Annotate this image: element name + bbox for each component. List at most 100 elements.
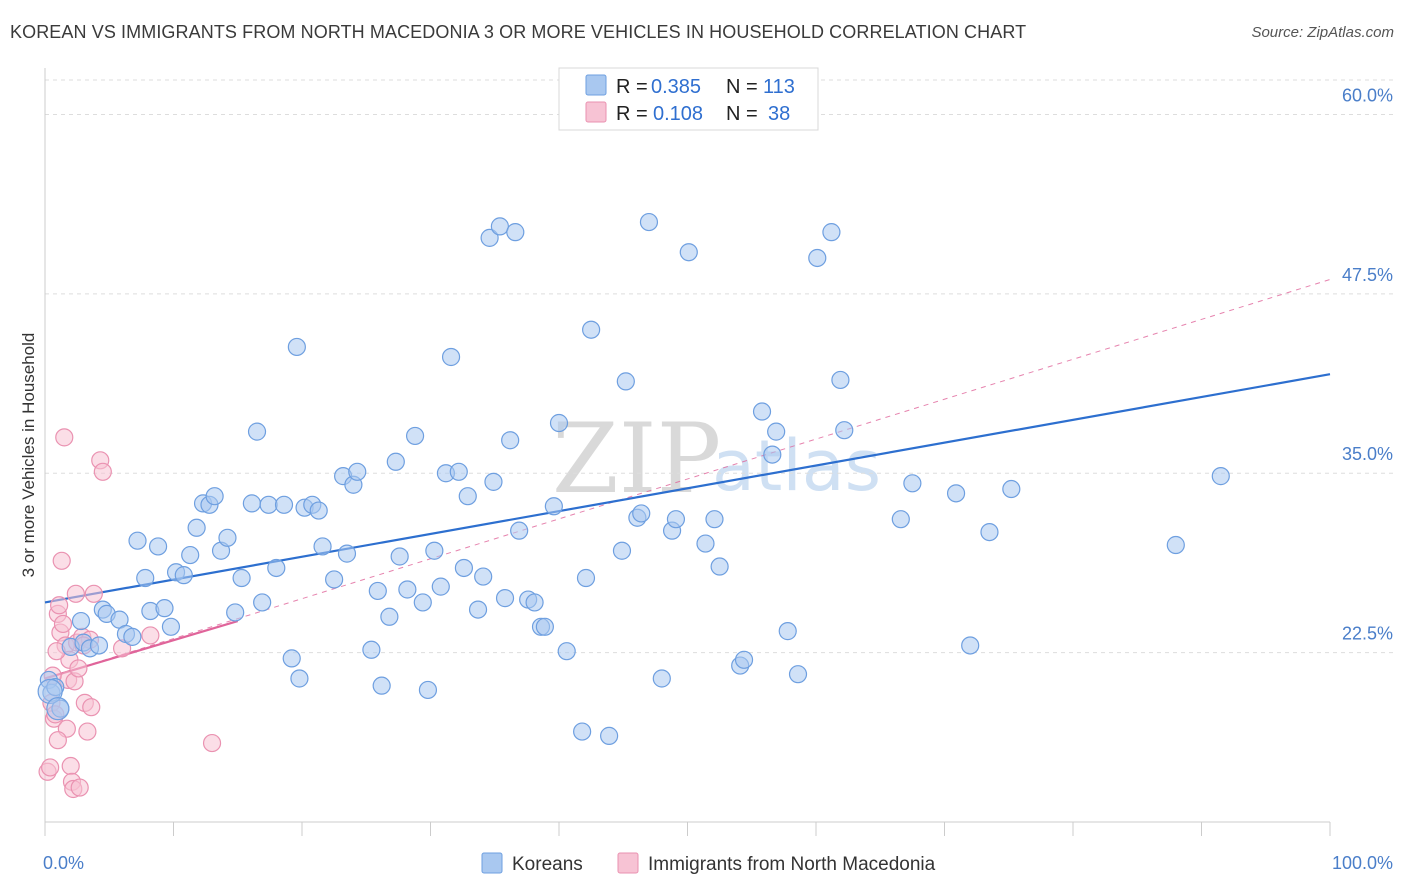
data-point-koreans bbox=[484, 472, 503, 491]
legend-r-value-north-macedonia: 0.108 bbox=[653, 103, 703, 125]
data-point-north-macedonia bbox=[82, 698, 101, 717]
data-point-koreans bbox=[309, 501, 328, 520]
data-point-koreans bbox=[187, 518, 206, 537]
data-point-koreans bbox=[788, 665, 808, 684]
data-point-koreans bbox=[274, 495, 294, 514]
data-point-koreans bbox=[767, 422, 786, 441]
watermark: ZIP atlas bbox=[552, 403, 881, 515]
data-point-koreans bbox=[232, 568, 251, 588]
legend-n-value-north-macedonia: 38 bbox=[768, 103, 790, 125]
data-point-koreans bbox=[287, 337, 306, 357]
stats-legend: R = 0.385 N = 113 R = 0.108 N = 38 bbox=[558, 67, 819, 131]
data-point-koreans bbox=[666, 510, 686, 529]
bottom-legend-label-north-macedonia: Immigrants from North Macedonia bbox=[648, 854, 936, 875]
data-point-koreans bbox=[752, 402, 772, 421]
data-point-koreans-cluster bbox=[46, 697, 70, 721]
data-point-koreans bbox=[253, 593, 272, 612]
data-point-koreans bbox=[290, 669, 309, 688]
data-point-koreans bbox=[259, 495, 278, 514]
data-point-koreans bbox=[348, 462, 367, 481]
data-point-koreans bbox=[576, 568, 596, 588]
legend-swatch-koreans bbox=[585, 74, 607, 96]
data-point-north-macedonia bbox=[93, 462, 112, 481]
data-point-koreans bbox=[831, 370, 850, 390]
data-point-koreans bbox=[778, 622, 797, 641]
data-point-north-macedonia bbox=[55, 428, 74, 447]
data-point-koreans bbox=[1211, 467, 1230, 486]
y-tick-labels: 22.5% 35.0% 47.5% 60.0% bbox=[1342, 85, 1393, 643]
data-point-koreans bbox=[510, 521, 529, 540]
data-point-koreans bbox=[418, 680, 438, 700]
y-tick-label: 22.5% bbox=[1342, 624, 1393, 644]
data-point-north-macedonia bbox=[52, 551, 71, 570]
data-point-koreans bbox=[89, 636, 109, 655]
watermark-atlas: atlas bbox=[712, 425, 881, 507]
data-point-koreans bbox=[155, 599, 174, 618]
data-point-koreans bbox=[946, 484, 966, 503]
data-point-koreans bbox=[458, 487, 477, 506]
data-point-koreans bbox=[573, 722, 592, 741]
data-point-koreans bbox=[242, 494, 261, 513]
data-point-koreans bbox=[1166, 535, 1185, 555]
data-point-north-macedonia bbox=[84, 584, 103, 603]
data-point-koreans bbox=[380, 607, 399, 626]
data-point-koreans bbox=[544, 497, 563, 516]
data-point-koreans bbox=[431, 577, 450, 596]
series-legend: Koreans Immigrants from North Macedonia bbox=[481, 852, 936, 875]
data-point-koreans bbox=[639, 212, 659, 232]
data-point-koreans bbox=[480, 228, 499, 247]
data-point-koreans bbox=[390, 547, 409, 566]
data-point-koreans bbox=[506, 223, 525, 242]
data-point-koreans bbox=[980, 522, 999, 542]
data-point-koreans bbox=[490, 217, 509, 236]
series-north-macedonia-points bbox=[38, 428, 222, 799]
y-axis-label: 3 or more Vehicles in Household bbox=[19, 333, 38, 578]
series-koreans-points bbox=[37, 212, 1230, 745]
data-point-koreans bbox=[148, 537, 168, 556]
y-tick-label: 47.5% bbox=[1342, 265, 1393, 285]
data-point-koreans bbox=[600, 726, 619, 745]
data-point-north-macedonia bbox=[53, 614, 73, 634]
legend-swatch-north-macedonia bbox=[585, 101, 607, 123]
data-point-koreans bbox=[891, 510, 910, 529]
data-point-koreans bbox=[454, 558, 474, 578]
legend-r-value-koreans: 0.385 bbox=[651, 76, 701, 98]
data-point-north-macedonia bbox=[78, 722, 97, 741]
data-point-koreans bbox=[71, 611, 91, 631]
data-point-koreans bbox=[386, 452, 405, 471]
data-point-koreans bbox=[128, 531, 147, 550]
data-point-koreans bbox=[501, 431, 520, 450]
data-point-north-macedonia bbox=[202, 733, 222, 753]
legend-n-label-koreans: N = bbox=[726, 76, 758, 98]
data-point-koreans bbox=[425, 541, 444, 560]
data-point-koreans bbox=[705, 510, 724, 529]
data-point-koreans bbox=[632, 504, 651, 523]
data-point-north-macedonia bbox=[41, 758, 60, 777]
x-tick-labels: 0.0% 100.0% bbox=[43, 853, 1393, 873]
data-point-north-macedonia bbox=[69, 659, 88, 678]
data-point-koreans bbox=[174, 566, 193, 585]
data-point-koreans bbox=[474, 567, 493, 586]
data-point-koreans bbox=[1002, 479, 1021, 499]
bottom-legend-swatch-north-macedonia bbox=[617, 852, 639, 874]
data-point-koreans bbox=[282, 649, 301, 668]
chart-title: KOREAN VS IMMIGRANTS FROM NORTH MACEDONI… bbox=[10, 22, 1027, 42]
data-point-koreans bbox=[337, 544, 357, 563]
data-point-koreans bbox=[808, 248, 827, 268]
data-point-koreans bbox=[161, 617, 181, 636]
data-point-koreans bbox=[903, 474, 922, 493]
data-point-koreans bbox=[123, 627, 142, 646]
data-point-koreans bbox=[582, 320, 601, 339]
data-point-koreans bbox=[549, 413, 569, 433]
data-point-koreans bbox=[535, 617, 554, 636]
chart-source: Source: ZipAtlas.com bbox=[1251, 24, 1394, 41]
data-point-koreans bbox=[362, 640, 381, 659]
data-point-koreans bbox=[136, 568, 155, 588]
bottom-legend-swatch-koreans bbox=[481, 852, 503, 874]
data-point-koreans bbox=[181, 545, 200, 565]
data-point-koreans bbox=[763, 445, 782, 464]
y-tick-label: 35.0% bbox=[1342, 444, 1393, 464]
data-point-koreans bbox=[557, 642, 576, 661]
data-point-koreans bbox=[441, 347, 461, 367]
